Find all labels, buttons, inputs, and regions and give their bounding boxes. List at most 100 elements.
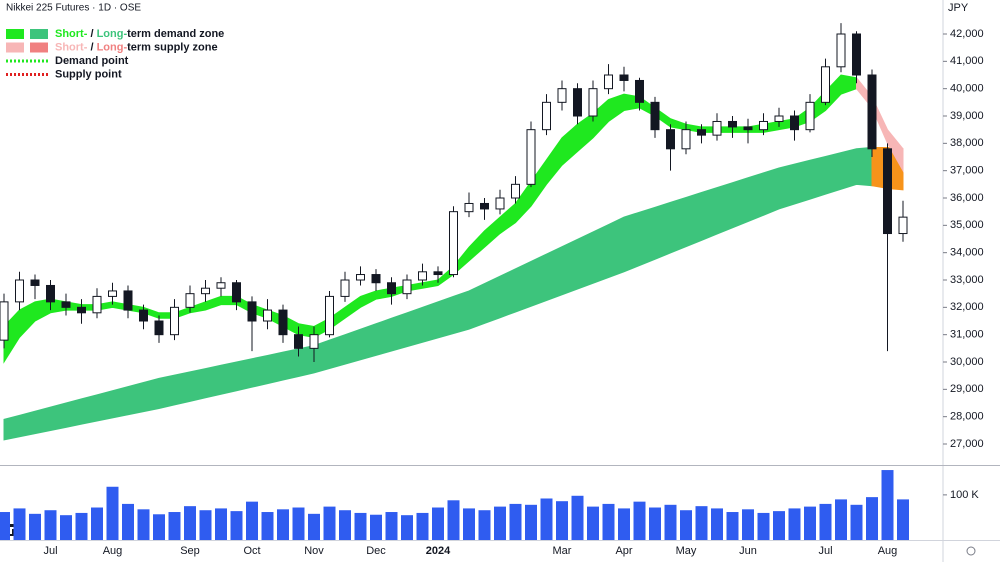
legend-text: Supply point <box>55 68 122 80</box>
legend-text: / <box>87 28 96 40</box>
volume-bar <box>447 500 460 540</box>
legend-text: Long- <box>97 28 128 40</box>
volume-bar <box>137 509 150 540</box>
candle-body <box>573 88 582 117</box>
x-tick-label: Sep <box>180 545 200 557</box>
volume-bar <box>370 514 382 540</box>
candle-body <box>898 216 908 235</box>
x-tick-label: Jul <box>818 545 832 557</box>
candle-body <box>309 334 319 349</box>
volume-bar <box>230 511 243 540</box>
volume-bar <box>897 499 909 540</box>
candle-body <box>728 120 737 128</box>
candle-body <box>712 120 722 136</box>
candle-body <box>774 115 784 122</box>
volume-bar <box>602 503 615 540</box>
legend-text: Short- <box>55 28 88 40</box>
candle-body <box>232 282 241 303</box>
volume-bar <box>680 510 692 540</box>
volume-bar <box>261 512 274 540</box>
candle-body <box>743 126 753 131</box>
volume-bar <box>881 470 894 540</box>
legend-label: Short- / Long-term supply zone <box>55 41 218 53</box>
candle-body <box>697 129 706 136</box>
x-tick-label: Jun <box>739 545 757 557</box>
volume-bar <box>75 512 88 540</box>
volume-bar <box>199 510 212 540</box>
x-tick-label: May <box>676 545 697 557</box>
candle-body <box>790 115 799 131</box>
y-tick-label: 36,000 <box>950 192 984 204</box>
legend-text: / <box>87 41 96 53</box>
legend-swatch <box>30 42 48 53</box>
legend-label: Supply point <box>55 68 122 80</box>
x-tick-label: Mar <box>553 545 572 557</box>
candle-body <box>681 129 691 150</box>
legend-swatch <box>6 29 24 39</box>
volume-bar <box>168 512 181 540</box>
volume-bar <box>525 504 537 540</box>
y-tick-label: 35,000 <box>950 219 984 231</box>
settings-icon[interactable] <box>966 546 976 556</box>
candle-body <box>449 211 458 276</box>
volume-bar <box>339 510 351 540</box>
candle-body <box>635 79 644 103</box>
candle-body <box>883 148 892 235</box>
y-tick-label: 38,000 <box>950 137 984 149</box>
candle-body <box>123 290 133 311</box>
x-tick-label: Nov <box>304 545 324 557</box>
volume-bar <box>91 507 103 540</box>
legend-text: term demand zone <box>127 28 224 40</box>
candle-body <box>759 120 768 131</box>
candle-body <box>805 101 815 131</box>
x-tick-label: 2024 <box>426 545 451 557</box>
candle-body <box>0 301 9 341</box>
y-tick-label: 41,000 <box>950 55 984 67</box>
volume-bar <box>478 510 491 540</box>
volume-bar <box>60 515 72 540</box>
candle-body <box>154 320 164 336</box>
candle-body <box>294 334 303 349</box>
candle-body <box>821 66 830 103</box>
volume-bar <box>773 511 785 540</box>
volume-bar <box>819 503 832 540</box>
volume-bar <box>695 506 708 540</box>
candle-body <box>542 101 551 131</box>
volume-bar <box>401 515 413 540</box>
candle-body <box>30 279 40 286</box>
candle-body <box>340 279 350 297</box>
volume-bar <box>463 508 475 540</box>
volume-bar <box>757 512 770 540</box>
x-tick-label: Dec <box>366 545 386 557</box>
y-tick-label: 27,000 <box>950 438 984 450</box>
volume-bar <box>308 513 320 540</box>
candle-body <box>480 202 489 210</box>
volume-bar <box>633 501 646 540</box>
volume-bar <box>649 507 661 540</box>
volume-bar <box>556 501 568 540</box>
candle-body <box>650 101 660 131</box>
candle-body <box>495 197 505 210</box>
candle-body <box>108 290 117 297</box>
volume-bar <box>292 507 305 540</box>
volume-bar <box>587 506 599 540</box>
volume-bar <box>246 501 258 540</box>
volume-bar <box>494 506 506 540</box>
x-tick-label: Apr <box>615 545 632 557</box>
candle-body <box>247 301 257 322</box>
volume-bar <box>432 507 444 540</box>
volume-bar <box>664 504 677 540</box>
candle-body <box>433 271 443 276</box>
chart-title: Nikkei 225 Futures · 1D · OSE <box>6 3 141 14</box>
candle-body <box>511 183 520 199</box>
candle-body <box>557 88 567 103</box>
candle-body <box>61 301 71 308</box>
x-tick-label: Aug <box>103 545 123 557</box>
candle-body <box>15 279 24 303</box>
candle-body <box>325 295 334 336</box>
y-tick-label: 32,000 <box>950 301 984 313</box>
y-tick-label: 29,000 <box>950 383 984 395</box>
legend-text: term supply zone <box>127 41 217 53</box>
y-tick-label: 30,000 <box>950 356 984 368</box>
